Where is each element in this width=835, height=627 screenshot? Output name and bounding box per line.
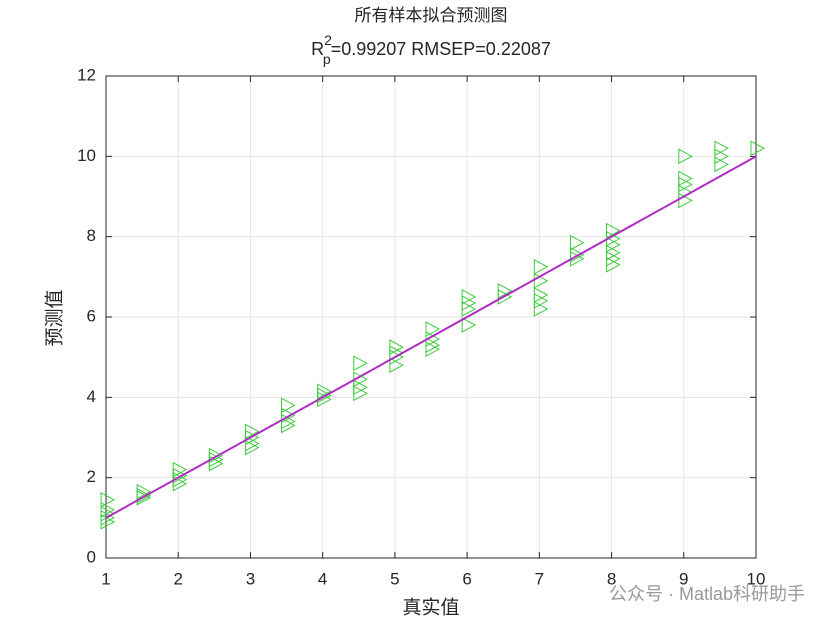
point [353, 385, 368, 402]
point [533, 273, 549, 289]
point [533, 293, 549, 309]
y-tick-label: 4 [87, 387, 96, 406]
y-tick-label: 12 [77, 65, 96, 84]
x-tick-label: 7 [535, 569, 544, 588]
point [750, 140, 766, 157]
x-tick-label: 5 [390, 569, 399, 588]
point [678, 192, 693, 209]
point [100, 491, 116, 508]
point [281, 397, 296, 414]
point [533, 258, 549, 275]
point [606, 256, 621, 273]
fit-line [105, 155, 757, 519]
x-tick-label: 6 [462, 569, 471, 588]
point [714, 156, 729, 173]
point [606, 222, 621, 239]
x-tick-label: 3 [246, 569, 255, 588]
x-tick-label: 4 [318, 569, 327, 588]
subtitle-base: R [311, 39, 324, 59]
point [714, 148, 729, 165]
point [461, 301, 477, 317]
point [353, 355, 368, 372]
point [714, 140, 729, 157]
axes-box [105, 75, 757, 559]
point [172, 475, 188, 492]
y-tick-label: 6 [87, 306, 96, 325]
point [425, 341, 441, 357]
y-tick-label: 10 [77, 146, 96, 165]
y-tick-label: 2 [87, 467, 96, 486]
y-tick-label: 8 [87, 226, 96, 245]
x-tick-label: 2 [173, 569, 182, 588]
point [136, 489, 152, 506]
x-tick-label: 10 [747, 569, 766, 588]
y-axis-label: 预测值 [43, 289, 65, 346]
y-tick-label: 0 [87, 547, 96, 566]
x-tick-label: 8 [607, 569, 616, 588]
x-tick-label: 1 [101, 569, 110, 588]
point [389, 349, 404, 366]
subtitle-rest: =0.99207 RMSEP=0.22087 [331, 39, 551, 59]
point [606, 236, 621, 253]
point [569, 234, 585, 251]
chart-subtitle: R2 p=0.99207 RMSEP=0.22087 [311, 32, 551, 67]
point [244, 439, 260, 456]
x-tick-label: 9 [679, 569, 688, 588]
point [425, 321, 441, 337]
watermark: 公众号 · Matlab科研助手 [609, 584, 805, 604]
chart-title: 所有样本拟合预测图 [355, 6, 508, 25]
point [389, 357, 404, 374]
point [208, 455, 224, 472]
subtitle-sup: 2 [324, 32, 332, 48]
x-axis-label: 真实值 [402, 596, 459, 618]
point [100, 514, 116, 530]
point [461, 317, 477, 333]
point [281, 417, 296, 434]
point [497, 289, 513, 305]
point [678, 148, 693, 165]
point [678, 176, 693, 193]
subtitle-sub: p [323, 51, 331, 67]
point [533, 301, 549, 317]
